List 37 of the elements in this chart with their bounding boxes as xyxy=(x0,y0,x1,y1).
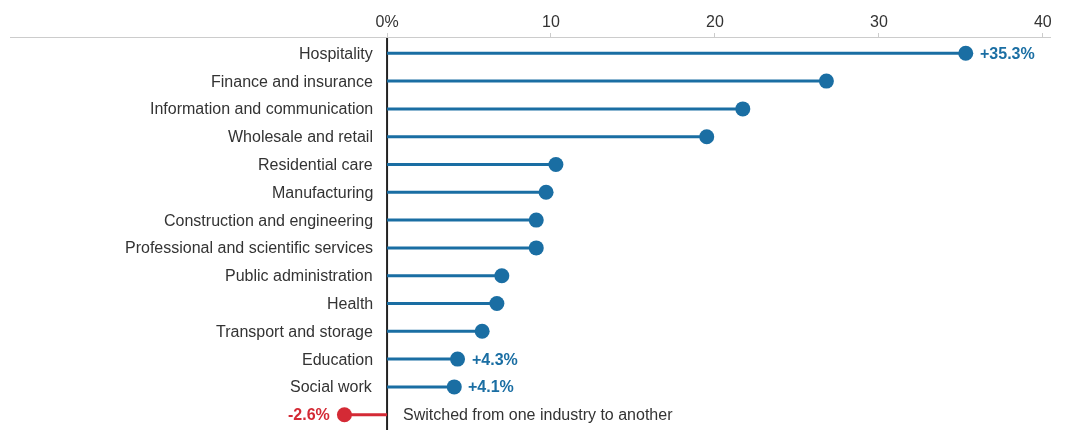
point xyxy=(528,240,544,256)
point xyxy=(548,157,564,172)
point xyxy=(489,296,505,311)
point xyxy=(494,268,510,284)
point xyxy=(818,73,834,89)
y-tick-label: Health xyxy=(327,295,374,312)
x-tick-label: 20 xyxy=(706,12,724,30)
y-tick-label: Manufacturing xyxy=(272,184,374,201)
y-tick-label: Wholesale and retail xyxy=(228,128,373,145)
y-tick-label: Information and communication xyxy=(150,100,374,117)
point xyxy=(474,323,490,339)
y-tick-label: Education xyxy=(302,351,374,368)
y-tick-label: Construction and engineering xyxy=(164,212,374,229)
point xyxy=(450,351,466,367)
point xyxy=(446,379,462,395)
data-label: +4.3% xyxy=(472,351,518,368)
point xyxy=(735,101,751,117)
y-tick-label: Hospitality xyxy=(299,45,373,62)
x-tick-label: 0% xyxy=(375,12,399,30)
data-label: +4.1% xyxy=(468,378,514,395)
y-tick-label: Finance and insurance xyxy=(211,73,373,90)
data-label: +35.3% xyxy=(980,45,1035,62)
y-tick-label: Switched from one industry to another xyxy=(403,406,674,423)
y-tick-label: Professional and scientific services xyxy=(125,239,374,256)
y-tick-label: Transport and storage xyxy=(216,323,373,340)
point xyxy=(528,212,544,228)
point xyxy=(958,45,974,61)
y-tick-label: Social work xyxy=(290,378,373,395)
x-tick-label: 10 xyxy=(542,12,560,30)
y-tick-label: Residential care xyxy=(258,156,373,173)
x-tick-label: 30 xyxy=(869,12,888,30)
y-tick-label: Public administration xyxy=(225,267,373,284)
x-tick-label: 40 xyxy=(1033,12,1052,30)
data-label: -2.6% xyxy=(288,406,330,423)
point xyxy=(699,129,715,145)
point xyxy=(538,184,554,200)
point xyxy=(336,407,352,423)
